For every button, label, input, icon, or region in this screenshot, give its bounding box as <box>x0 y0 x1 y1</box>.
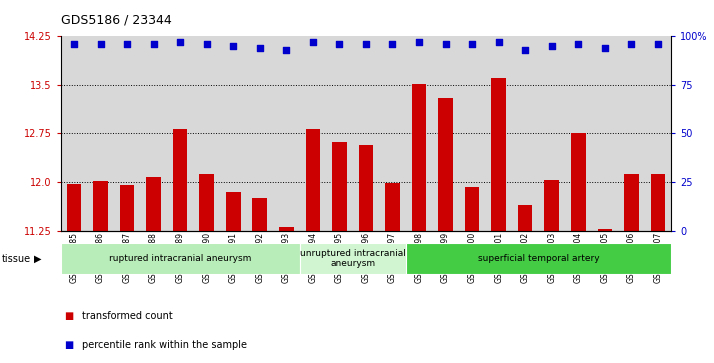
Bar <box>173 129 188 231</box>
Bar <box>650 174 665 231</box>
Point <box>95 41 106 47</box>
Point <box>174 39 186 45</box>
Point <box>546 43 558 49</box>
Bar <box>491 78 506 231</box>
Text: tissue: tissue <box>1 254 31 264</box>
Point <box>254 45 266 51</box>
Text: transformed count: transformed count <box>82 311 173 321</box>
Bar <box>465 187 479 231</box>
Point <box>652 41 663 47</box>
Bar <box>438 98 453 231</box>
Point <box>466 41 478 47</box>
Text: ruptured intracranial aneurysm: ruptured intracranial aneurysm <box>109 254 251 263</box>
Bar <box>120 185 134 231</box>
Point <box>201 41 212 47</box>
Point <box>281 47 292 53</box>
Bar <box>571 134 585 231</box>
Bar <box>226 192 241 231</box>
Bar <box>94 181 108 231</box>
Point <box>228 43 239 49</box>
Text: ▶: ▶ <box>34 254 42 264</box>
Bar <box>61 243 300 274</box>
Point <box>493 39 504 45</box>
Bar <box>279 227 293 231</box>
Text: percentile rank within the sample: percentile rank within the sample <box>82 340 247 350</box>
Point <box>599 45 610 51</box>
Text: ■: ■ <box>64 311 74 321</box>
Point <box>573 41 584 47</box>
Bar <box>544 180 559 231</box>
Point <box>333 41 345 47</box>
Bar <box>146 178 161 231</box>
Bar <box>300 243 406 274</box>
Point <box>440 41 451 47</box>
Bar <box>598 229 612 231</box>
Bar <box>385 183 400 231</box>
Bar <box>518 205 533 231</box>
Bar <box>253 198 267 231</box>
Point <box>307 39 318 45</box>
Point <box>121 41 133 47</box>
Point <box>360 41 371 47</box>
Bar <box>358 145 373 231</box>
Text: GDS5186 / 23344: GDS5186 / 23344 <box>61 13 171 26</box>
Bar <box>406 243 671 274</box>
Point <box>69 41 80 47</box>
Text: ■: ■ <box>64 340 74 350</box>
Text: unruptured intracranial
aneurysm: unruptured intracranial aneurysm <box>300 249 406 268</box>
Bar <box>306 129 320 231</box>
Bar <box>624 174 638 231</box>
Bar <box>332 142 347 231</box>
Point <box>520 47 531 53</box>
Bar <box>412 83 426 231</box>
Bar <box>199 174 214 231</box>
Point <box>387 41 398 47</box>
Text: superficial temporal artery: superficial temporal artery <box>478 254 599 263</box>
Point <box>413 39 425 45</box>
Point <box>148 41 159 47</box>
Point <box>625 41 637 47</box>
Bar <box>66 184 81 231</box>
